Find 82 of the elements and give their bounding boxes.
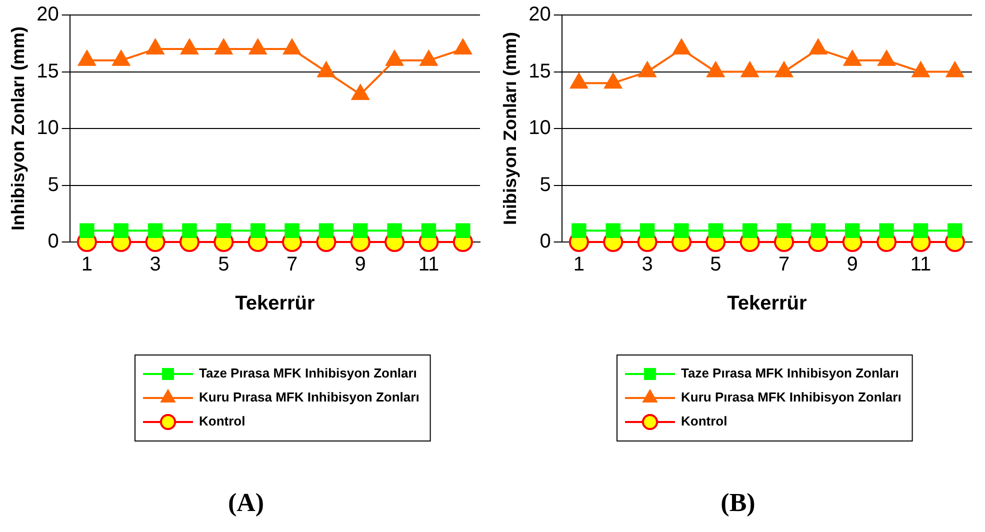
x-axis-title: Tekerrür: [235, 292, 315, 315]
y-tick-label: 20: [36, 4, 59, 26]
point: [776, 223, 792, 238]
point: [879, 223, 894, 238]
point: [570, 73, 588, 89]
point: [741, 62, 759, 78]
y-tick-label: 5: [540, 174, 551, 196]
point: [352, 84, 370, 100]
point: [317, 62, 335, 78]
point: [912, 62, 930, 78]
point: [114, 223, 128, 238]
point: [742, 223, 758, 238]
point: [216, 223, 232, 238]
legend-label: Kuru Pırasa MFK Inhibisyon Zonları: [199, 390, 420, 405]
text: (B): [720, 488, 756, 518]
legend-label: Taze Pırasa MFK Inhibisyon Zonları: [681, 366, 899, 381]
x-tick-label: 3: [150, 254, 161, 276]
point: [387, 223, 402, 238]
y-tick-label: 15: [528, 60, 551, 82]
point: [180, 39, 198, 55]
x-tick-label: 11: [910, 254, 932, 276]
x-axis-title: Tekerrür: [727, 292, 807, 315]
x-tick-label: 5: [218, 254, 230, 276]
point: [672, 39, 690, 55]
point: [421, 223, 436, 238]
point: [775, 62, 793, 78]
point: [318, 223, 334, 238]
x-tick-label: 7: [778, 254, 790, 276]
point: [946, 62, 964, 78]
point: [284, 223, 300, 238]
point: [844, 50, 862, 66]
point: [80, 223, 94, 238]
point: [456, 223, 470, 238]
y-axis-title: Inibisyon Zonları (mm): [500, 32, 520, 226]
legend-label: Kuru Pırasa MFK Inhibisyon Zonları: [681, 390, 902, 405]
point: [638, 62, 656, 78]
text: (A): [226, 488, 266, 518]
point: [674, 223, 689, 238]
y-tick-label: 10: [36, 117, 59, 140]
point: [386, 50, 404, 66]
point: [572, 223, 586, 238]
point: [706, 62, 724, 78]
x-tick-label: 9: [354, 254, 366, 276]
point: [78, 50, 96, 66]
point: [214, 39, 232, 55]
y-tick-label: 10: [528, 117, 551, 140]
legend-label: Kontrol: [681, 414, 728, 429]
y-tick-label: 15: [36, 60, 59, 82]
legend-label: Kontrol: [199, 414, 246, 429]
y-axis-title: Inhibisyon Zonları (mm): [8, 26, 28, 231]
point: [283, 39, 301, 55]
x-tick-label: 5: [710, 254, 722, 276]
point: [809, 39, 827, 55]
x-tick-label: 1: [573, 254, 584, 276]
point: [948, 223, 962, 238]
x-tick-label: 7: [286, 254, 298, 276]
y-tick-label: 0: [540, 230, 551, 253]
point: [810, 223, 826, 238]
point: [112, 50, 130, 66]
x-tick-label: 11: [418, 254, 440, 276]
point: [146, 39, 164, 55]
point: [640, 223, 655, 238]
point: [249, 39, 267, 55]
point: [878, 50, 896, 66]
point: [420, 50, 438, 66]
x-tick-label: 1: [81, 254, 92, 276]
y-tick-label: 5: [48, 174, 59, 196]
point: [250, 223, 266, 238]
point: [182, 223, 197, 238]
y-tick-label: 20: [528, 4, 551, 26]
point: [454, 39, 472, 55]
legend-label: Taze Pırasa MFK Inhibisyon Zonları: [199, 366, 417, 381]
point: [708, 223, 724, 238]
point: [606, 223, 620, 238]
point: [148, 223, 163, 238]
point: [913, 223, 928, 238]
point: [845, 223, 860, 238]
point: [604, 73, 622, 89]
y-tick-label: 0: [48, 230, 59, 253]
point: [353, 223, 368, 238]
x-tick-label: 3: [642, 254, 653, 276]
x-tick-label: 9: [846, 254, 858, 276]
